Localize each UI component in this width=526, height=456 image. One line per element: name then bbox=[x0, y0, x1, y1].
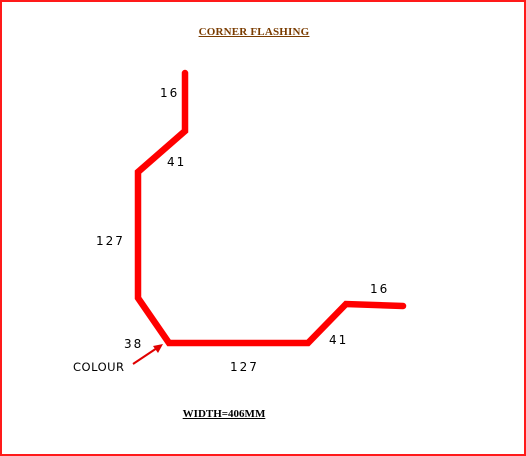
dimension-vertical-face: 127 bbox=[96, 234, 125, 248]
dimension-bottom-bend: 38 bbox=[124, 337, 143, 351]
dimension-bottom-face: 127 bbox=[230, 360, 259, 374]
dimension-right-return: 16 bbox=[370, 282, 389, 296]
dimension-top-bend: 41 bbox=[167, 155, 186, 169]
dimension-right-bend: 41 bbox=[329, 333, 348, 347]
colour-callout-label: COLOUR bbox=[73, 360, 125, 374]
width-note: WIDTH=406MM bbox=[182, 408, 266, 420]
colour-arrow bbox=[132, 344, 163, 365]
drawing-title: CORNER FLASHING bbox=[198, 26, 310, 38]
dimension-top-return: 16 bbox=[160, 86, 179, 100]
flashing-profile bbox=[134, 69, 407, 347]
